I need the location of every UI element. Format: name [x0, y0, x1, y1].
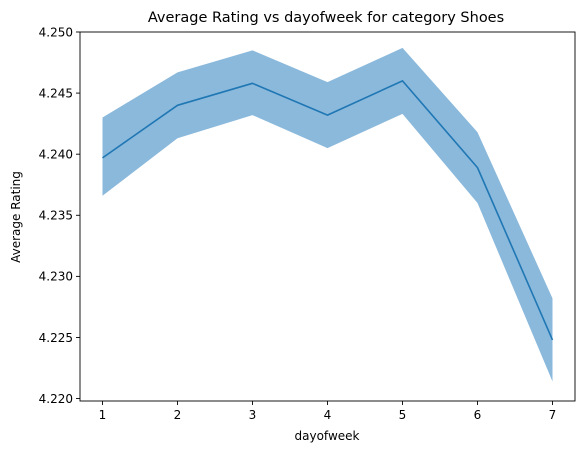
y-tick-label: 4.225 — [39, 331, 73, 345]
x-tick-label: 4 — [324, 408, 332, 422]
x-axis-label: dayofweek — [295, 429, 360, 443]
confidence-band-layer — [102, 47, 553, 382]
x-axis-ticks: 1 2 3 4 5 6 7 — [99, 401, 557, 422]
y-tick-label: 4.220 — [39, 392, 73, 406]
x-tick-label: 6 — [474, 408, 482, 422]
y-tick-label: 4.240 — [39, 147, 73, 161]
series-line-layer — [102, 80, 554, 341]
series-line — [102, 80, 554, 341]
y-tick-label: 4.250 — [39, 25, 73, 39]
y-tick-label: 4.235 — [39, 209, 73, 223]
y-tick-label: 4.230 — [39, 270, 73, 284]
chart-title: Average Rating vs dayofweek for category… — [148, 10, 504, 26]
x-tick-label: 2 — [174, 408, 182, 422]
x-tick-label: 1 — [99, 408, 107, 422]
x-tick-label: 7 — [549, 408, 557, 422]
x-tick-label: 5 — [399, 408, 407, 422]
y-axis-ticks: 4.220 4.225 4.230 4.235 4.240 4.245 4.250 — [39, 25, 80, 406]
y-axis-label: Average Rating — [9, 171, 23, 263]
x-tick-label: 3 — [249, 408, 257, 422]
y-tick-label: 4.245 — [39, 86, 73, 100]
confidence-band — [102, 47, 553, 382]
